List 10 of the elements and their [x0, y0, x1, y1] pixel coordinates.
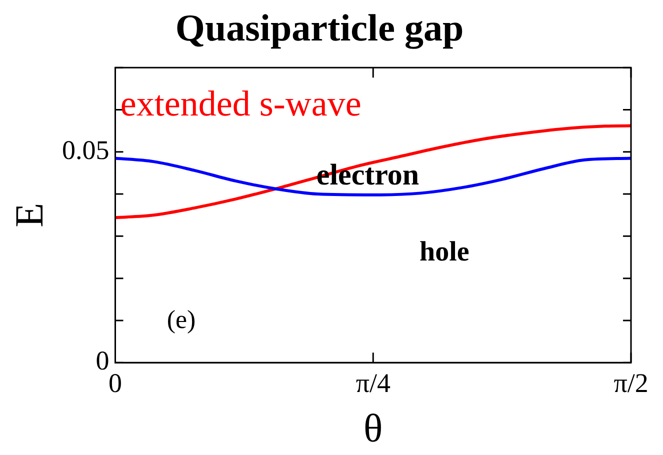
annotation: (e) [166, 305, 196, 334]
y-tick-label: 0.05 [62, 134, 110, 165]
annotation: electron [316, 158, 420, 192]
x-axis-title: θ [364, 406, 383, 450]
chart-title: Quasiparticle gap [175, 8, 464, 50]
annotation: hole [420, 236, 470, 268]
x-tick-label: π/2 [614, 368, 648, 398]
annotation: extended s-wave [120, 83, 362, 124]
y-axis-title: E [6, 202, 52, 228]
x-tick-label: π/4 [356, 368, 391, 398]
